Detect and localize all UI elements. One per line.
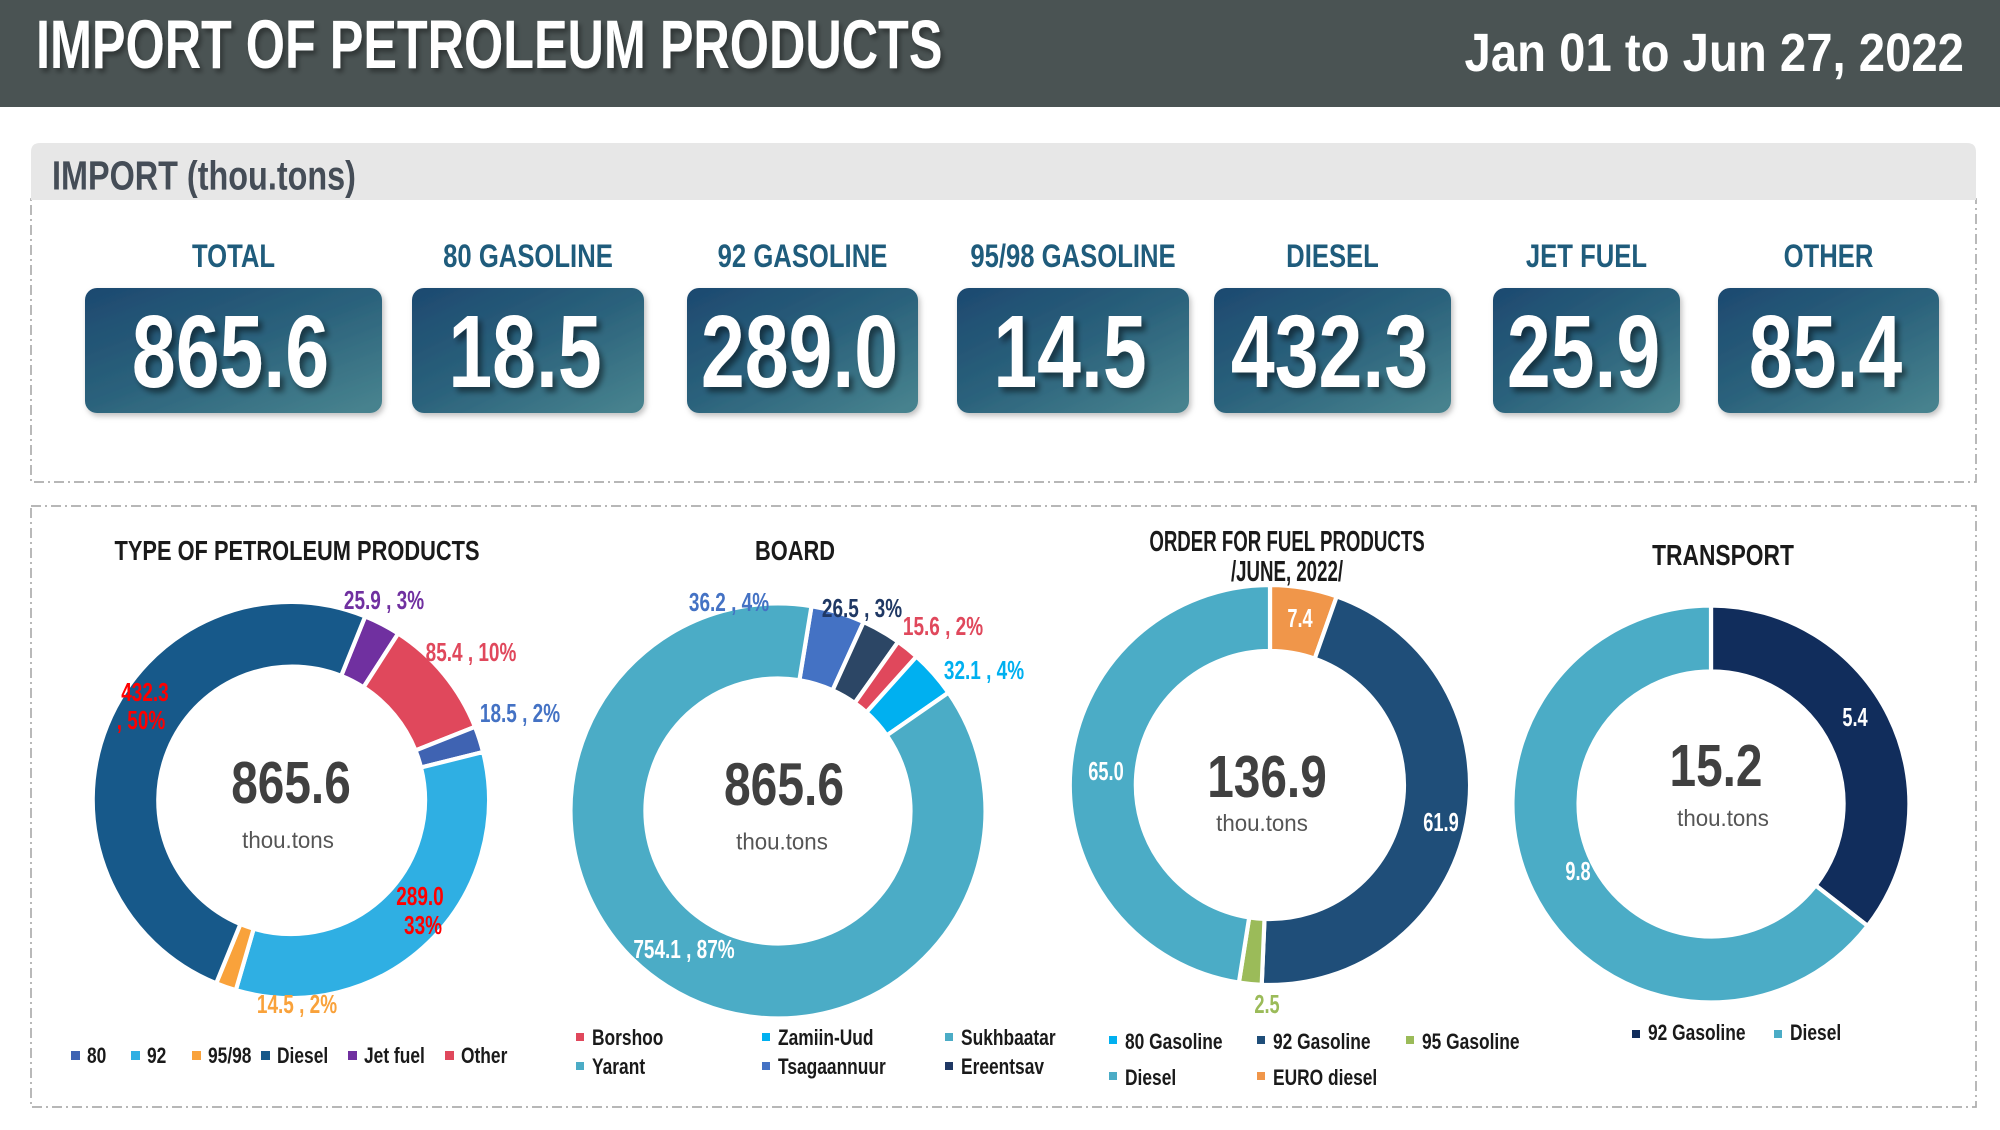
svg-text:Diesel: Diesel: [1125, 1066, 1176, 1090]
svg-text:OTHER: OTHER: [1784, 238, 1874, 275]
svg-text:85.4 , 10%: 85.4 , 10%: [426, 637, 517, 667]
svg-text:92 Gasoline: 92 Gasoline: [1273, 1030, 1371, 1054]
svg-text:92: 92: [147, 1044, 166, 1068]
svg-text:Tsagaannuur: Tsagaannuur: [778, 1055, 886, 1079]
svg-text:61.9: 61.9: [1423, 808, 1458, 837]
svg-text:Borshoo: Borshoo: [592, 1026, 663, 1050]
svg-text:IMPORT OF PETROLEUM PRODUCTS: IMPORT OF PETROLEUM PRODUCTS: [36, 5, 942, 83]
svg-text:289.0: 289.0: [396, 881, 443, 911]
svg-text:92 GASOLINE: 92 GASOLINE: [718, 238, 888, 275]
svg-text:EURO diesel: EURO diesel: [1273, 1066, 1377, 1090]
svg-text:Jan 01 to Jun 27, 2022: Jan 01 to Jun 27, 2022: [1465, 22, 1964, 83]
svg-text:Zamiin-Uud: Zamiin-Uud: [778, 1026, 874, 1050]
svg-text:DIESEL: DIESEL: [1286, 238, 1379, 275]
svg-text:26.5 , 3%: 26.5 , 3%: [822, 593, 902, 623]
svg-text:Ereentsav: Ereentsav: [961, 1055, 1044, 1079]
svg-text:85.4: 85.4: [1749, 295, 1902, 410]
svg-text:25.9 , 3%: 25.9 , 3%: [344, 585, 424, 615]
svg-text:289.0: 289.0: [701, 295, 898, 410]
svg-text:25.9: 25.9: [1507, 295, 1660, 410]
svg-text:2.5: 2.5: [1254, 990, 1279, 1019]
svg-text:IMPORT (thou.tons): IMPORT (thou.tons): [52, 153, 356, 198]
svg-text:thou.tons: thou.tons: [736, 828, 828, 854]
svg-text:80: 80: [87, 1044, 106, 1068]
svg-text:18.5 , 2%: 18.5 , 2%: [480, 698, 560, 728]
svg-text:865.6: 865.6: [231, 750, 351, 816]
svg-text:thou.tons: thou.tons: [1216, 810, 1308, 836]
svg-text:Jet fuel: Jet fuel: [364, 1044, 425, 1068]
svg-text:Other: Other: [461, 1044, 508, 1068]
svg-text:18.5: 18.5: [448, 295, 601, 410]
svg-text:136.9: 136.9: [1207, 744, 1327, 810]
svg-text:80 GASOLINE: 80 GASOLINE: [443, 238, 613, 275]
svg-text:33%: 33%: [404, 910, 442, 940]
svg-text:95 Gasoline: 95 Gasoline: [1422, 1030, 1520, 1054]
svg-text:BOARD: BOARD: [755, 535, 835, 566]
svg-text:95/98 GASOLINE: 95/98 GASOLINE: [970, 238, 1175, 275]
svg-text:14.5 , 2%: 14.5 , 2%: [257, 989, 337, 1019]
svg-text:ORDER FOR FUEL PRODUCTS: ORDER FOR FUEL PRODUCTS: [1149, 526, 1424, 558]
svg-text:92 Gasoline: 92 Gasoline: [1648, 1021, 1746, 1045]
svg-text:Yarant: Yarant: [592, 1055, 645, 1079]
svg-text:15.2: 15.2: [1670, 733, 1763, 799]
svg-text:7.4: 7.4: [1287, 604, 1313, 633]
svg-text:, 50%: , 50%: [117, 705, 166, 735]
svg-text:865.6: 865.6: [132, 295, 329, 410]
svg-text:65.0: 65.0: [1088, 757, 1123, 786]
svg-text:865.6: 865.6: [724, 751, 844, 818]
svg-text:TYPE OF PETROLEUM PRODUCTS: TYPE OF PETROLEUM PRODUCTS: [114, 535, 479, 566]
svg-text:14.5: 14.5: [993, 295, 1146, 410]
svg-text:Diesel: Diesel: [1790, 1021, 1841, 1045]
svg-text:Diesel: Diesel: [277, 1044, 328, 1068]
svg-text:thou.tons: thou.tons: [242, 827, 334, 853]
svg-text:TRANSPORT: TRANSPORT: [1652, 541, 1794, 572]
svg-text:32.1 , 4%: 32.1 , 4%: [944, 655, 1024, 685]
svg-text:JET FUEL: JET FUEL: [1526, 238, 1647, 275]
svg-text:95/98: 95/98: [208, 1044, 251, 1068]
svg-text:432.3: 432.3: [121, 677, 168, 707]
svg-text:/JUNE, 2022/: /JUNE, 2022/: [1231, 556, 1343, 588]
svg-text:80 Gasoline: 80 Gasoline: [1125, 1030, 1223, 1054]
svg-text:754.1 , 87%: 754.1 , 87%: [633, 934, 734, 964]
svg-text:thou.tons: thou.tons: [1677, 805, 1769, 831]
svg-text:432.3: 432.3: [1231, 295, 1428, 410]
svg-text:5.4: 5.4: [1842, 703, 1868, 732]
svg-text:36.2 , 4%: 36.2 , 4%: [689, 587, 769, 617]
svg-text:TOTAL: TOTAL: [192, 238, 275, 275]
svg-text:9.8: 9.8: [1565, 857, 1590, 886]
svg-text:15.6 , 2%: 15.6 , 2%: [903, 611, 983, 641]
svg-text:Sukhbaatar: Sukhbaatar: [961, 1026, 1056, 1050]
